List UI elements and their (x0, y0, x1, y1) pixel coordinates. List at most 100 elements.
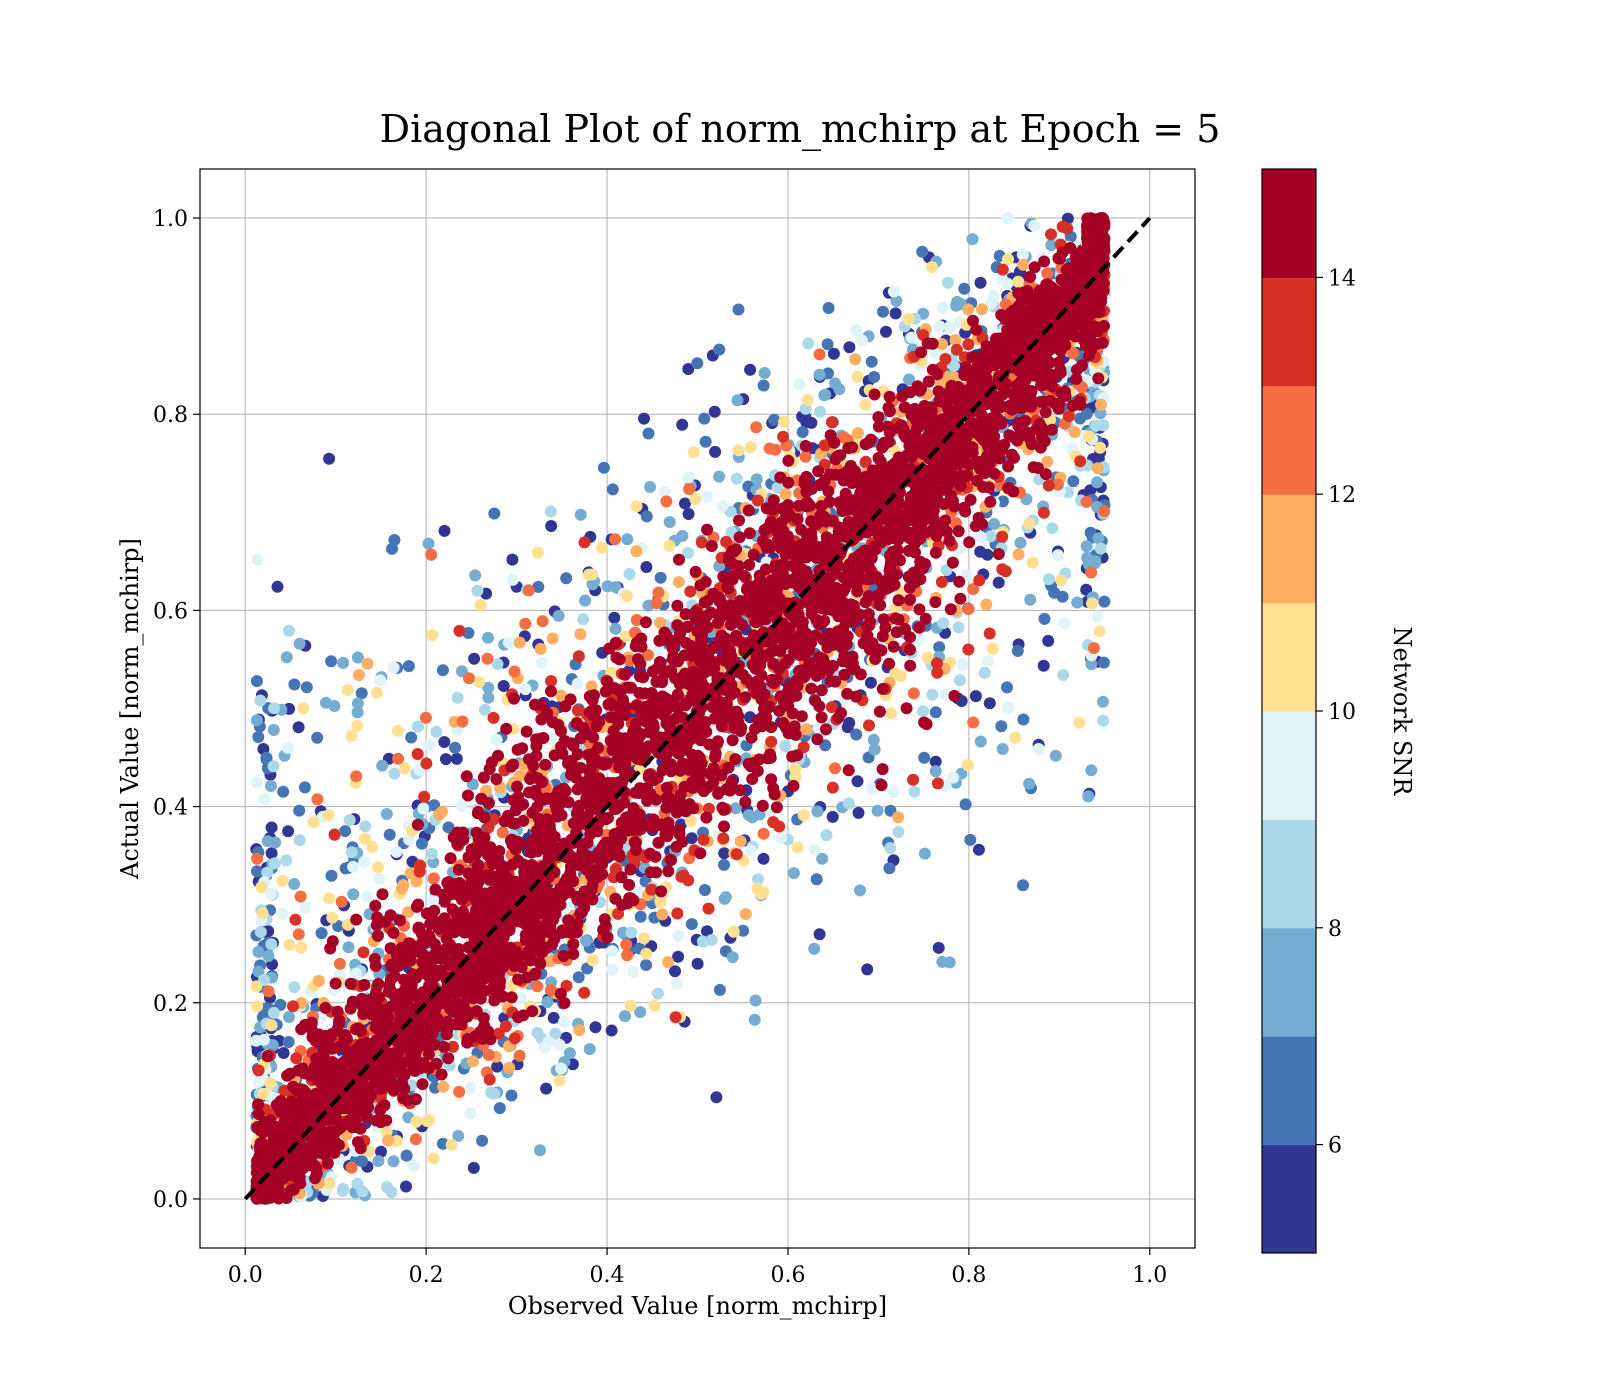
scatter-point (572, 704, 584, 717)
scatter-point (589, 1021, 602, 1034)
scatter-point (983, 627, 996, 640)
scatter-point (478, 703, 491, 716)
scatter-point (758, 367, 771, 379)
scatter-point (386, 542, 398, 555)
scatter-point (627, 965, 640, 978)
scatter-point (931, 657, 943, 670)
scatter-point (417, 802, 430, 815)
scatter-point (467, 1161, 480, 1174)
scatter-point (730, 472, 743, 485)
scatter-point (961, 759, 974, 772)
scatter-point (1071, 596, 1084, 609)
scatter-point (372, 1155, 385, 1168)
scatter-point (1093, 625, 1106, 638)
scatter-point (720, 535, 733, 548)
scatter-point (698, 884, 711, 896)
scatter-point (1083, 430, 1095, 443)
scatter-point (1038, 612, 1051, 625)
scatter-point (974, 531, 987, 544)
scatter-point (251, 865, 263, 878)
scatter-point (496, 826, 509, 839)
scatter-point (337, 656, 350, 669)
scatter-point (907, 687, 920, 700)
scatter-point (1074, 455, 1087, 468)
scatter-point (390, 1135, 403, 1147)
scatter-point (684, 585, 697, 598)
scatter-point (380, 808, 393, 820)
scatter-point (843, 716, 856, 729)
scatter-point (482, 631, 494, 644)
scatter-point (555, 1062, 568, 1075)
scatter-point (841, 687, 854, 700)
scatter-point (683, 483, 696, 496)
scatter-point (400, 1180, 412, 1193)
scatter-point (271, 580, 284, 593)
scatter-point (544, 984, 557, 997)
scatter-point (624, 863, 637, 876)
scatter-point (252, 731, 265, 743)
scatter-point (739, 908, 752, 921)
scatter-point (252, 965, 265, 978)
scatter-point (988, 518, 1001, 530)
scatter-point (629, 640, 642, 653)
scatter-point (749, 994, 762, 1007)
scatter-point (787, 779, 800, 792)
scatter-point (549, 1027, 562, 1040)
scatter-point (809, 843, 822, 856)
scatter-point (966, 233, 979, 246)
scatter-point (1092, 372, 1105, 385)
scatter-point (360, 1111, 373, 1123)
scatter-point (701, 490, 714, 503)
scatter-point (374, 674, 387, 687)
scatter-point (1090, 419, 1102, 432)
scatter-point (811, 805, 824, 818)
scatter-point (890, 294, 903, 307)
scatter-point (818, 389, 831, 402)
scatter-point (257, 1088, 270, 1100)
scatter-point (372, 861, 385, 874)
scatter-point (931, 666, 944, 679)
scatter-point (1011, 644, 1024, 657)
scatter-point (264, 1077, 277, 1090)
scatter-point (546, 632, 559, 645)
scatter-point (265, 821, 278, 834)
scatter-point (1062, 410, 1075, 423)
scatter-point (811, 733, 824, 746)
scatter-point (293, 834, 306, 847)
scatter-point (341, 684, 354, 696)
scatter-point (1068, 426, 1081, 438)
scatter-point (777, 430, 790, 443)
scatter-point (767, 816, 780, 829)
scatter-point (564, 860, 577, 873)
scatter-point (402, 660, 415, 673)
scatter-point (287, 1000, 299, 1013)
scatter-point (902, 313, 915, 325)
scatter-point (866, 782, 879, 795)
scatter-point (513, 636, 526, 649)
scatter-point (541, 996, 554, 1009)
scatter-point (936, 955, 949, 968)
scatter-point (652, 586, 665, 599)
scatter-point (545, 675, 558, 688)
scatter-point (669, 965, 681, 978)
scatter-point (519, 617, 532, 630)
scatter-point (351, 651, 364, 664)
scatter-point (1089, 320, 1102, 333)
scatter-point (280, 854, 293, 867)
scatter-point (267, 760, 280, 773)
scatter-point (995, 272, 1008, 285)
scatter-point (801, 393, 814, 406)
scatter-point (727, 925, 740, 938)
scatter-point (426, 629, 439, 641)
scatter-point (293, 804, 306, 817)
scatter-point (1095, 398, 1107, 411)
scatter-point (872, 420, 885, 433)
scatter-point (1039, 406, 1052, 419)
scatter-point (958, 282, 971, 295)
scatter-point (903, 373, 915, 386)
scatter-point (332, 920, 345, 932)
scatter-point (519, 683, 532, 696)
scatter-point (976, 303, 988, 316)
scatter-point (715, 769, 728, 782)
